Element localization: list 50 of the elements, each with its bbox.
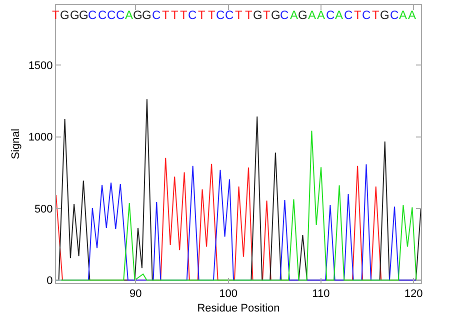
y-axis-title: Signal — [10, 128, 22, 160]
annotation: T — [354, 8, 362, 22]
annotation: G — [142, 8, 152, 22]
annotation: T — [372, 8, 380, 22]
annotation: A — [335, 8, 344, 22]
annotation: A — [399, 8, 408, 22]
annotation: C — [344, 8, 353, 22]
annotation: G — [380, 8, 390, 22]
annotation: T — [162, 8, 170, 22]
annotation: G — [271, 8, 280, 22]
annotation: T — [171, 8, 179, 22]
annotation: A — [308, 8, 316, 22]
annotation: A — [290, 8, 298, 22]
annotation: T — [235, 8, 243, 22]
annotation: T — [245, 8, 253, 22]
annotation: C — [225, 8, 234, 22]
annotation: G — [133, 8, 142, 22]
annotation: C — [88, 8, 97, 22]
annotation: T — [263, 8, 271, 22]
x-tick-label: 110 — [312, 288, 330, 300]
annotation: T — [208, 8, 216, 22]
x-tick-label: 90 — [130, 288, 142, 300]
annotation: T — [52, 8, 60, 22]
annotation: C — [326, 8, 335, 22]
annotation: G — [79, 8, 88, 22]
annotation: G — [70, 8, 80, 22]
annotation: A — [317, 8, 326, 22]
annotation: C — [280, 8, 289, 22]
annotation: A — [408, 8, 416, 22]
y-tick-label: 1000 — [28, 132, 53, 144]
annotation: C — [390, 8, 399, 22]
annotation: C — [98, 8, 107, 22]
annotation: G — [298, 8, 308, 22]
y-tick-label: 1500 — [28, 60, 53, 72]
x-tick-label: 120 — [404, 288, 423, 300]
y-tick-label: 0 — [46, 274, 53, 287]
annotation: C — [107, 8, 116, 22]
annotation: C — [152, 8, 161, 22]
annotation: T — [198, 8, 206, 22]
annotation: G — [253, 8, 262, 22]
annotation: G — [60, 8, 70, 22]
annotation: C — [116, 8, 125, 22]
x-tick-label: 100 — [219, 288, 238, 300]
annotation: C — [216, 8, 225, 22]
y-tick-label: 500 — [34, 203, 53, 216]
annotation: T — [180, 8, 188, 22]
x-axis-title: Residue Position — [197, 302, 280, 314]
annotation: C — [188, 8, 197, 22]
annotation: A — [125, 8, 134, 22]
annotation: C — [362, 8, 371, 22]
